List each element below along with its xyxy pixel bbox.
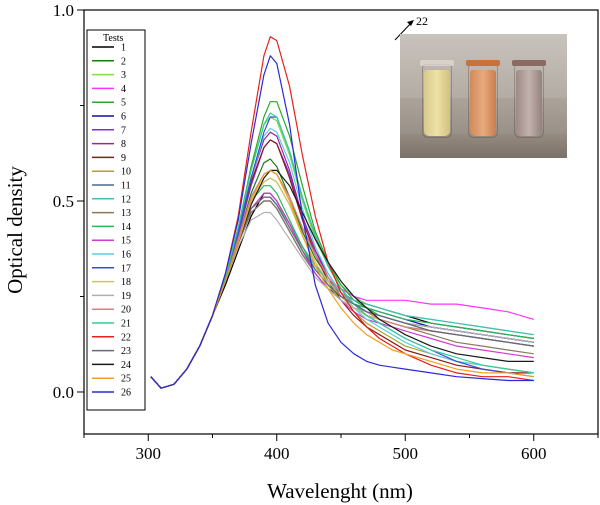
annotation-arrowhead-22 [407, 20, 414, 26]
photo-stand [400, 134, 567, 158]
x-tick-label: 600 [521, 444, 547, 463]
legend-label-14: 14 [121, 222, 131, 233]
y-tick-label: 0.0 [53, 383, 74, 402]
vial-orange [466, 60, 500, 138]
series-line-8 [150, 131, 534, 389]
legend-label-13: 13 [121, 208, 131, 219]
legend-label-22: 22 [121, 332, 131, 343]
x-axis-label: Wavelenght (nm) [267, 479, 413, 503]
legend-label-21: 21 [121, 319, 131, 330]
legend-label-15: 15 [121, 236, 131, 247]
legend-label-20: 20 [121, 305, 131, 316]
legend-label-3: 3 [121, 70, 126, 81]
legend-label-11: 11 [121, 181, 131, 192]
series-line-20 [150, 169, 534, 389]
legend-label-17: 17 [121, 263, 131, 274]
annotation-arrow-22 [394, 21, 413, 41]
series-line-19 [150, 211, 534, 389]
series-line-25 [150, 169, 534, 389]
legend-label-8: 8 [121, 139, 126, 150]
series-line-7 [150, 139, 534, 389]
legend-label-7: 7 [121, 125, 126, 136]
annotation-label-22: 22 [416, 14, 428, 28]
vial-yellow [420, 60, 454, 138]
tick-layer: 300 400 500 600 0.0 0.5 1.0 [53, 1, 599, 463]
series-line-23 [150, 196, 534, 389]
legend-label-9: 9 [121, 153, 126, 164]
legend-label-12: 12 [121, 194, 131, 205]
y-tick-label: 0.5 [53, 192, 74, 211]
y-tick-label: 1.0 [53, 1, 74, 20]
legend-label-5: 5 [121, 98, 126, 109]
legend-label-23: 23 [121, 346, 131, 357]
series-line-11 [150, 169, 534, 389]
legend-label-24: 24 [121, 360, 131, 371]
series-line-26 [150, 55, 534, 389]
series-line-4 [150, 196, 534, 389]
y-axis-label: Optical density [3, 166, 27, 294]
legend-items: 1234567891011121314151617181920212223242… [92, 43, 131, 399]
legend-label-16: 16 [121, 250, 131, 261]
vial-grey-pink [512, 60, 546, 138]
series-layer [150, 36, 534, 389]
legend-label-4: 4 [121, 84, 126, 95]
legend-label-18: 18 [121, 277, 131, 288]
legend-label-25: 25 [121, 374, 131, 385]
legend-label-6: 6 [121, 112, 126, 123]
legend-label-1: 1 [121, 43, 126, 54]
legend-label-2: 2 [121, 56, 126, 67]
sample-vials-photo [400, 34, 567, 158]
series-line-2 [150, 158, 534, 389]
x-tick-label: 500 [393, 444, 419, 463]
legend: Tests 1234567891011121314151617181920212… [86, 29, 146, 411]
legend-box [86, 29, 146, 411]
legend-label-26: 26 [121, 388, 131, 399]
series-line-12 [150, 196, 534, 389]
legend-label-19: 19 [121, 291, 131, 302]
legend-title: Tests [103, 33, 124, 44]
x-tick-label: 400 [264, 444, 290, 463]
series-line-24 [150, 169, 534, 389]
legend-label-10: 10 [121, 167, 131, 178]
x-tick-label: 300 [136, 444, 162, 463]
series-line-9 [150, 139, 534, 389]
